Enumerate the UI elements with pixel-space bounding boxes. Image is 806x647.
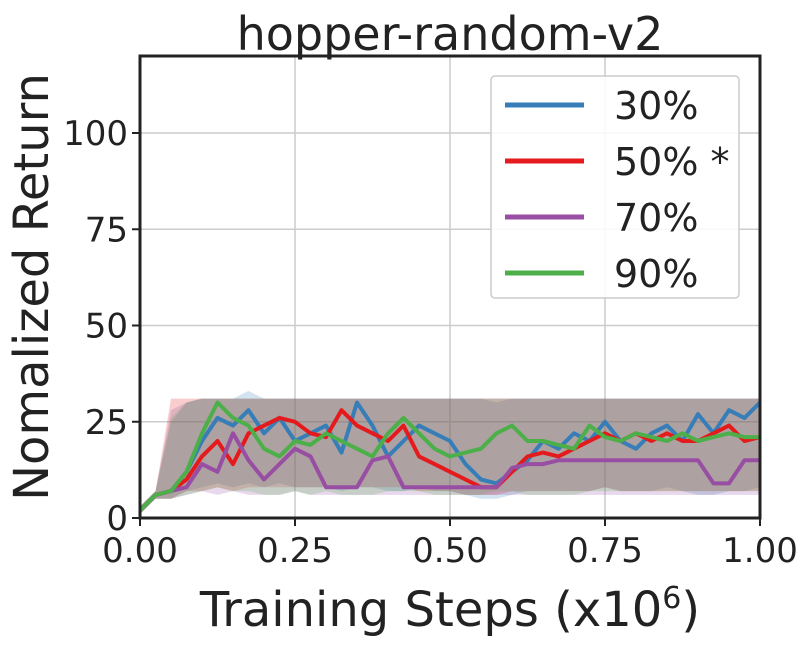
legend-label: 90% [614,252,698,296]
x-axis-label-text: Training Steps (x10 [199,582,662,638]
series-lines [138,400,762,512]
y-axis-label: Nomalized Return [4,73,60,501]
legend-label: 50% * [614,140,730,184]
legend-box [490,75,740,299]
x-axis-label-close: ) [681,582,700,638]
x-axis-ticks: 0.00 0.25 0.50 0.75 1.00 [102,518,798,571]
x-tick-label: 0.75 [567,531,643,571]
legend-label: 70% [614,196,698,240]
series-line-2 [138,431,760,512]
y-tick-label: 50 [85,307,128,347]
x-axis-label: Training Steps (x106) [199,581,700,638]
y-axis-ticks: 0 25 50 75 100 [63,114,140,539]
y-tick-label: 75 [85,210,128,250]
y-tick-label: 25 [85,403,128,443]
chart-title: hopper-random-v2 [237,7,664,61]
legend: 30% 50% * 70% 90% [490,75,740,299]
series-line-0 [138,400,762,512]
y-tick-label: 100 [63,114,128,154]
x-tick-label: 0.00 [102,531,178,571]
legend-label: 30% [614,84,698,128]
y-tick-label: 0 [106,499,128,539]
series-line-3 [138,400,760,512]
x-tick-label: 1.00 [722,531,798,571]
x-tick-label: 0.25 [257,531,333,571]
x-axis-label-exponent: 6 [662,581,681,616]
x-tick-label: 0.50 [412,531,488,571]
